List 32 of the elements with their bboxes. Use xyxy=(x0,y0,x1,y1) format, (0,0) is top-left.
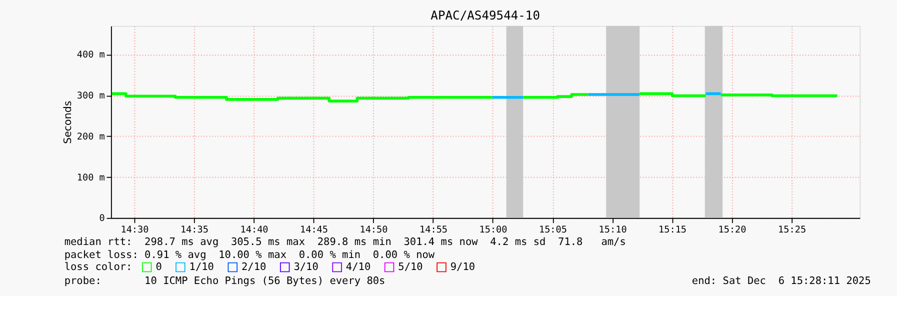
text: median rtt: 298.7 ms avg 305.5 ms max 289.8 ms min 301.4 ms now 4.2 ms sd 71.8 am/s xyxy=(64,236,626,248)
x-tick-label: 15:20 xyxy=(718,224,746,236)
x-tick-label: 15:00 xyxy=(479,224,508,236)
x-tick-label: 15:25 xyxy=(778,224,806,236)
x-tick-label: 15:05 xyxy=(538,224,568,236)
legend-title: loss color: xyxy=(64,261,132,274)
legend-label: 9/10 xyxy=(450,261,476,274)
y-tick-label: 400 m xyxy=(76,50,106,61)
text: packet loss: 0.91 % avg 10.00 % max 0.00 % min 0.00 % now xyxy=(64,249,436,262)
x-tick-label: 14:30 xyxy=(120,224,149,236)
x-tick-label: 14:50 xyxy=(360,224,388,236)
text: end: Sat Dec 6 15:28:11 2025 xyxy=(692,275,871,288)
text: probe: 10 ICMP Echo Pings (56 Bytes) every 80s xyxy=(64,275,386,288)
x-tick-label: 15:10 xyxy=(598,224,627,236)
legend-label: 1/10 xyxy=(189,261,214,274)
line-series xyxy=(110,92,494,102)
legend-label: 5/10 xyxy=(398,261,423,274)
legend-label: 2/10 xyxy=(242,261,266,274)
y-axis-title: Seconds xyxy=(62,100,74,144)
x-tick-label: 14:40 xyxy=(240,224,268,236)
y-tick-label: 100 m xyxy=(76,172,106,184)
y-tick-label: 0 xyxy=(99,213,105,224)
legend-label: 0 xyxy=(156,261,162,274)
chart-title: APAC/AS49544-10 xyxy=(430,8,540,22)
x-tick-label: 14:55 xyxy=(420,224,448,236)
y-tick-label: 300 m xyxy=(76,90,106,102)
x-tick-label: 14:35 xyxy=(180,224,208,236)
legend-label: 3/10 xyxy=(294,261,318,274)
x-tick-label: 14:45 xyxy=(300,224,328,236)
y-tick-label: 200 m xyxy=(76,131,106,142)
x-tick-label: 15:15 xyxy=(658,224,687,236)
legend-label: 4/10 xyxy=(346,261,371,274)
